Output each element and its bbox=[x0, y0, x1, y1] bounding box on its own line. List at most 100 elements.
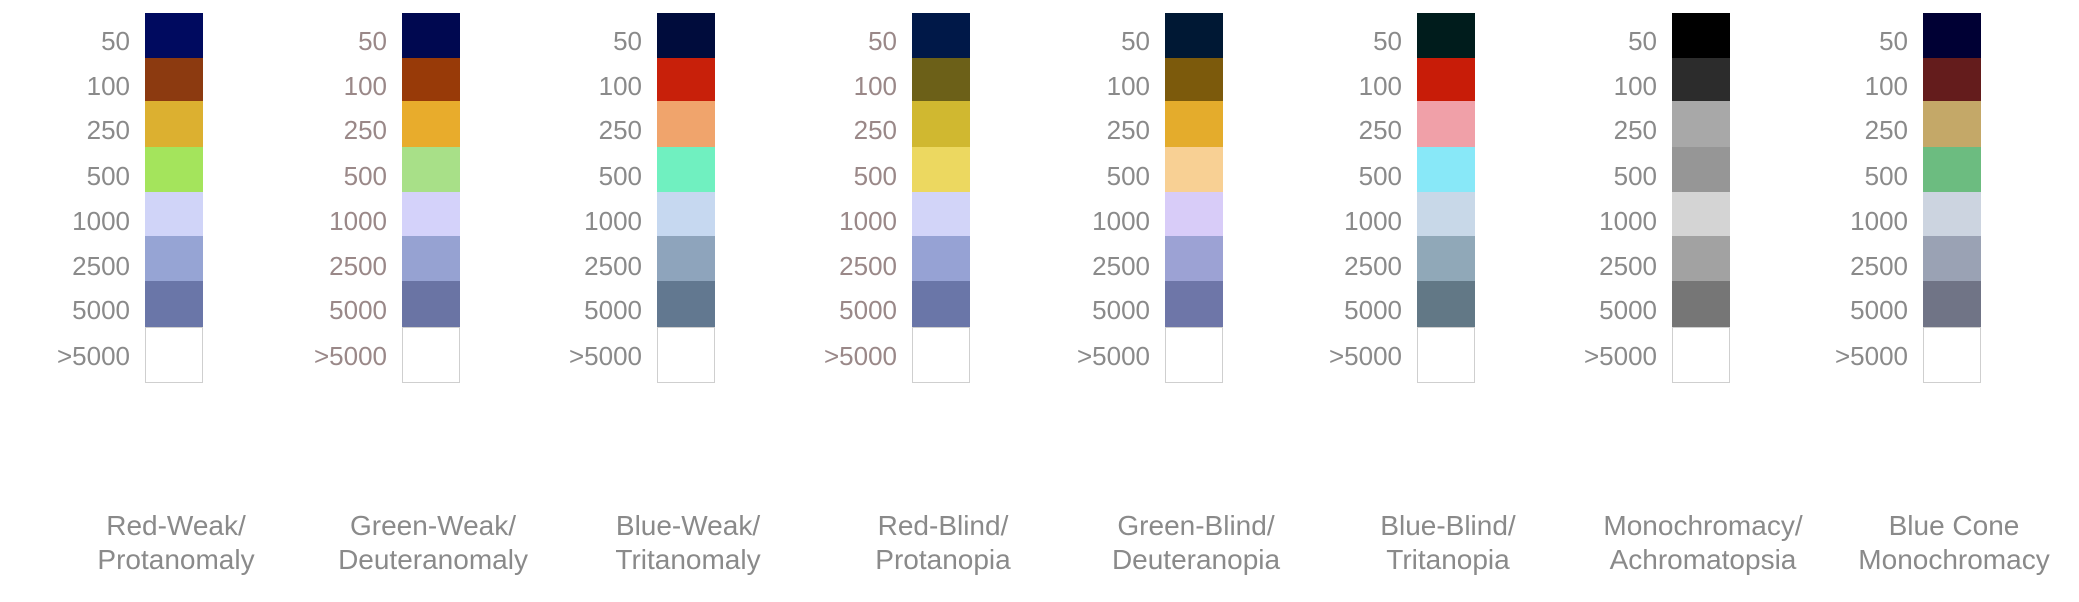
panel-caption: Green-Weak/Deuteranomaly bbox=[308, 509, 558, 577]
palette-panel-7: 50 100 250 500 1000 2500 5000 >5000 Monochromacy… bbox=[1567, 0, 1817, 602]
palette-panel-2: 50 100 250 500 1000 2500 5000 >5000 Green-Weak/D… bbox=[297, 0, 547, 602]
level-label: 50 bbox=[1121, 26, 1150, 56]
panel-caption: Red-Weak/Protanomaly bbox=[51, 509, 301, 577]
color-swatch bbox=[145, 327, 203, 383]
caption-line-2: Protanomaly bbox=[97, 544, 255, 575]
panel-caption: Monochromacy/Achromatopsia bbox=[1578, 509, 1828, 577]
level-label: 1000 bbox=[1599, 206, 1657, 236]
level-label: 5000 bbox=[1344, 295, 1402, 325]
palette-panel-8: 50 100 250 500 1000 2500 5000 >5000 Blue Cone Mon… bbox=[1818, 0, 2068, 602]
level-label: 5000 bbox=[839, 295, 897, 325]
palette-panel-1: 50 100 250 500 1000 2500 5000 >5000 Red-Weak/Pro… bbox=[40, 0, 290, 602]
color-swatch bbox=[402, 327, 460, 383]
level-label: 50 bbox=[101, 26, 130, 56]
level-label: 2500 bbox=[1344, 251, 1402, 281]
level-label: 1000 bbox=[584, 206, 642, 236]
panel-caption: Green-Blind/Deuteranopia bbox=[1071, 509, 1321, 577]
caption-line-2: Monochromacy bbox=[1858, 544, 2050, 575]
level-label: 2500 bbox=[72, 251, 130, 281]
level-label: 2500 bbox=[1092, 251, 1150, 281]
level-label: 250 bbox=[1358, 115, 1402, 145]
caption-line-1: Red-Weak/ bbox=[106, 510, 246, 541]
level-label: 2500 bbox=[839, 251, 897, 281]
panel-caption: Red-Blind/Protanopia bbox=[818, 509, 1068, 577]
caption-line-1: Monochromacy/ bbox=[1603, 510, 1803, 541]
level-label: 500 bbox=[86, 161, 130, 191]
level-label: 250 bbox=[853, 115, 897, 145]
color-swatch bbox=[1165, 327, 1223, 383]
level-label: 2500 bbox=[1850, 251, 1908, 281]
level-label: >5000 bbox=[56, 341, 130, 371]
level-label: 50 bbox=[1879, 26, 1908, 56]
level-label: 250 bbox=[343, 115, 387, 145]
level-label: 500 bbox=[1358, 161, 1402, 191]
level-label: 100 bbox=[1613, 71, 1657, 101]
level-label: 5000 bbox=[1850, 295, 1908, 325]
level-label: 5000 bbox=[1092, 295, 1150, 325]
level-label: 250 bbox=[1864, 115, 1908, 145]
color-swatch bbox=[1923, 327, 1981, 383]
level-label: 250 bbox=[86, 115, 130, 145]
level-label: >5000 bbox=[1834, 341, 1908, 371]
caption-line-1: Blue Cone bbox=[1888, 510, 2020, 541]
level-label: 250 bbox=[598, 115, 642, 145]
level-label: 50 bbox=[1373, 26, 1402, 56]
level-label: >5000 bbox=[1583, 341, 1657, 371]
panel-caption: Blue-Weak/Tritanomaly bbox=[563, 509, 813, 577]
caption-line-1: Green-Blind/ bbox=[1117, 510, 1275, 541]
palette-panel-5: 50 100 250 500 1000 2500 5000 >5000 Green-Blind/… bbox=[1060, 0, 1310, 602]
level-label: 500 bbox=[853, 161, 897, 191]
level-label: 1000 bbox=[329, 206, 387, 236]
level-label: 500 bbox=[343, 161, 387, 191]
level-label: 500 bbox=[1106, 161, 1150, 191]
level-label: 250 bbox=[1613, 115, 1657, 145]
caption-line-1: Red-Blind/ bbox=[877, 510, 1009, 541]
level-label: 100 bbox=[1358, 71, 1402, 101]
level-label: 50 bbox=[1628, 26, 1657, 56]
level-label: 5000 bbox=[584, 295, 642, 325]
palette-panel-6: 50 100 250 500 1000 2500 5000 >5000 Blue-Blind/T… bbox=[1312, 0, 1562, 602]
level-label: 50 bbox=[358, 26, 387, 56]
color-swatch bbox=[1417, 327, 1475, 383]
level-label: 500 bbox=[1864, 161, 1908, 191]
level-label: >5000 bbox=[313, 341, 387, 371]
level-label: 50 bbox=[868, 26, 897, 56]
level-label: 100 bbox=[1106, 71, 1150, 101]
caption-line-1: Blue-Blind/ bbox=[1380, 510, 1516, 541]
caption-line-2: Tritanomaly bbox=[615, 544, 761, 575]
caption-line-2: Tritanopia bbox=[1386, 544, 1510, 575]
level-label: 5000 bbox=[1599, 295, 1657, 325]
level-label: 100 bbox=[343, 71, 387, 101]
level-label: 2500 bbox=[329, 251, 387, 281]
level-label: >5000 bbox=[568, 341, 642, 371]
caption-line-2: Protanopia bbox=[875, 544, 1011, 575]
level-label: 50 bbox=[613, 26, 642, 56]
level-label: 500 bbox=[1613, 161, 1657, 191]
palette-panel-3: 50 100 250 500 1000 2500 5000 >5000 Blue-Weak/Tr… bbox=[552, 0, 802, 602]
level-label: 2500 bbox=[584, 251, 642, 281]
level-label: 1000 bbox=[839, 206, 897, 236]
level-label: 1000 bbox=[1092, 206, 1150, 236]
level-label: 100 bbox=[1864, 71, 1908, 101]
level-label: 250 bbox=[1106, 115, 1150, 145]
level-label: 1000 bbox=[1344, 206, 1402, 236]
color-swatch bbox=[1672, 327, 1730, 383]
palette-panel-4: 50 100 250 500 1000 2500 5000 >5000 Red-Blind/Pr… bbox=[807, 0, 1057, 602]
caption-line-2: Deuteranopia bbox=[1111, 544, 1281, 575]
panel-caption: Blue-Blind/Tritanopia bbox=[1323, 509, 1573, 577]
caption-line-1: Green-Weak/ bbox=[350, 510, 516, 541]
caption-line-2: Deuteranomaly bbox=[338, 544, 528, 575]
level-label: 2500 bbox=[1599, 251, 1657, 281]
level-label: 100 bbox=[853, 71, 897, 101]
color-swatch bbox=[657, 327, 715, 383]
level-label: 100 bbox=[598, 71, 642, 101]
level-label: >5000 bbox=[823, 341, 897, 371]
panel-caption: Blue Cone Monochromacy bbox=[1829, 509, 2079, 577]
level-label: 5000 bbox=[72, 295, 130, 325]
level-label: 500 bbox=[598, 161, 642, 191]
level-label: >5000 bbox=[1328, 341, 1402, 371]
level-label: 5000 bbox=[329, 295, 387, 325]
caption-line-1: Blue-Weak/ bbox=[615, 510, 761, 541]
color-swatch bbox=[912, 327, 970, 383]
